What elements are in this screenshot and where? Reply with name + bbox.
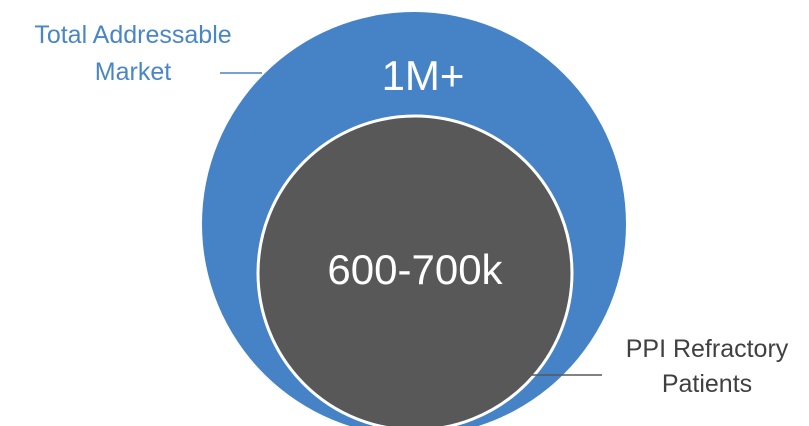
inner-circle-value: 600-700k (327, 246, 503, 293)
outer-circle-label-line1: Total Addressable (34, 21, 231, 49)
outer-circle-label-line2: Market (95, 58, 171, 86)
inner-circle (256, 114, 574, 426)
inner-circle-label-line1: PPI Refractory (626, 335, 789, 363)
outer-circle-value: 1M+ (382, 52, 465, 99)
inner-circle-label-line2: Patients (662, 370, 752, 398)
